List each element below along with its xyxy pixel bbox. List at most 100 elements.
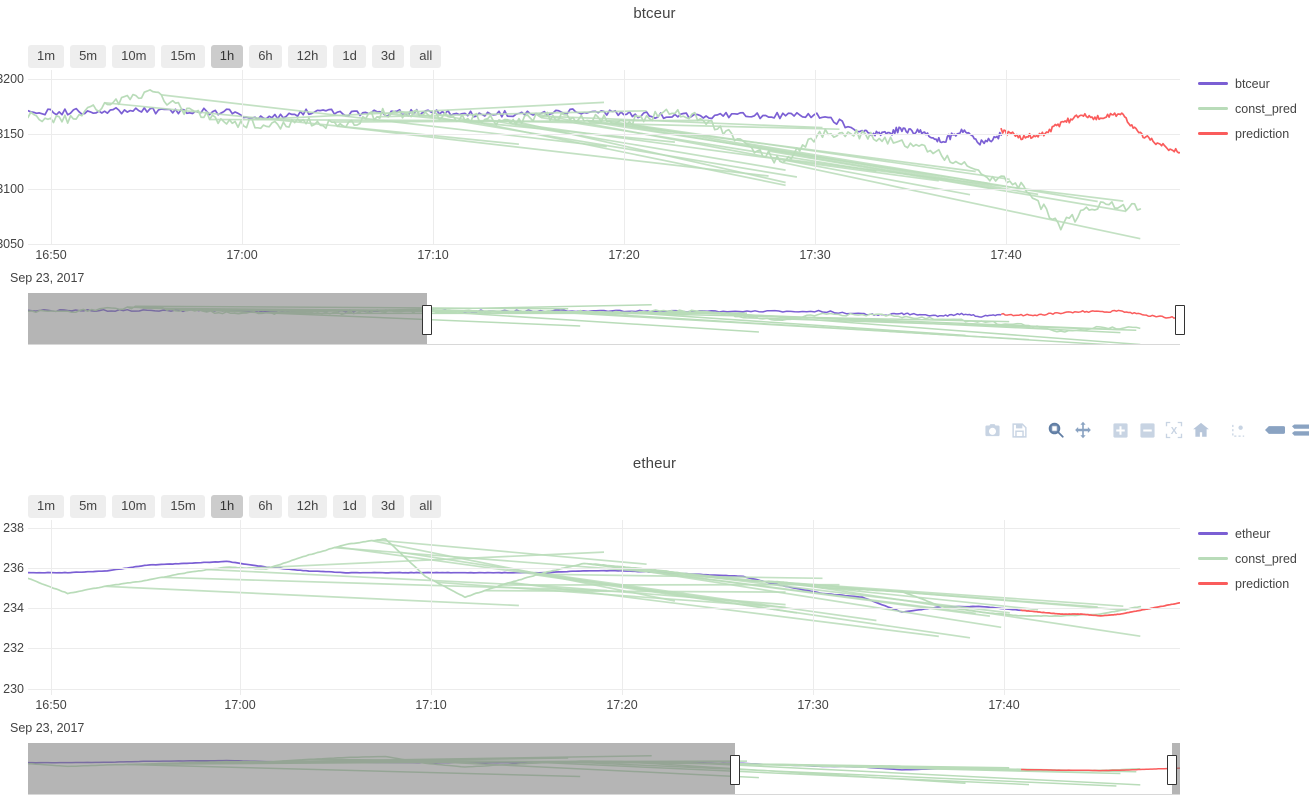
rangeselector-btn-5m[interactable]: 5m xyxy=(70,495,107,518)
xtick: 17:00 xyxy=(226,248,258,262)
rangeselector-btn-3d[interactable]: 3d xyxy=(371,45,405,68)
legend-swatch-line-icon xyxy=(1198,132,1228,135)
rangeselector-btn-15m[interactable]: 15m xyxy=(161,495,205,518)
rangeselector-btn-1m[interactable]: 1m xyxy=(28,45,65,68)
rangeselector-btn-10m[interactable]: 10m xyxy=(112,495,156,518)
legend-label: const_pred xyxy=(1235,101,1297,116)
series-const-pred-segment xyxy=(535,113,971,196)
gridline-horizontal xyxy=(28,244,1180,245)
pan-move-icon[interactable] xyxy=(1071,418,1095,442)
legend-btceur[interactable]: btceur const_pred prediction xyxy=(1198,75,1297,150)
autoscale-icon[interactable]: X xyxy=(1162,418,1186,442)
series-const-pred-segment xyxy=(161,576,607,592)
series-const-pred-segment xyxy=(436,113,786,187)
xtick: 17:30 xyxy=(799,248,831,262)
xtick: 16:50 xyxy=(35,248,67,262)
xaxis-date-label-btceur: Sep 23, 2017 xyxy=(10,271,85,285)
zoom-in-plus-icon[interactable] xyxy=(1108,418,1132,442)
ytick: 230 xyxy=(3,682,24,696)
toggle-spike-lines-icon[interactable] xyxy=(1226,418,1250,442)
hover-closest-icon[interactable] xyxy=(1263,418,1287,442)
ytick: 236 xyxy=(3,561,24,575)
series-const-pred-segment xyxy=(510,122,939,182)
series-const-pred-segment xyxy=(371,539,676,602)
rangeselector-btn-12h[interactable]: 12h xyxy=(287,45,328,68)
series-const-pred-segment xyxy=(501,120,840,131)
series-const-pred-segment xyxy=(538,115,823,129)
legend-label: etheur xyxy=(1235,526,1271,541)
legend-item-btceur[interactable]: btceur xyxy=(1198,75,1297,92)
rangeselector-btn-3d[interactable]: 3d xyxy=(371,495,405,518)
gridline-horizontal xyxy=(28,689,1180,690)
rangeslider-handle-left[interactable] xyxy=(730,755,741,785)
rangeselector-btn-15m[interactable]: 15m xyxy=(161,45,205,68)
series-lines-btceur xyxy=(28,89,1180,240)
legend-swatch-line-icon xyxy=(1198,107,1228,110)
rangeselector-btn-1m[interactable]: 1m xyxy=(28,495,65,518)
ytick: 3150 xyxy=(0,127,24,141)
rangeslider-btceur[interactable] xyxy=(28,293,1180,345)
ytick: 3050 xyxy=(0,237,24,251)
zoom-magnifier-icon[interactable] xyxy=(1044,418,1068,442)
series-prediction xyxy=(1000,112,1180,154)
legend-swatch-line-icon xyxy=(1198,82,1228,85)
xtick: 17:20 xyxy=(606,698,638,712)
rangeselector-btn-10m[interactable]: 10m xyxy=(112,45,156,68)
rangeselector-btn-12h[interactable]: 12h xyxy=(287,495,328,518)
gridline-vertical xyxy=(51,70,52,245)
legend-item-prediction[interactable]: prediction xyxy=(1198,125,1297,142)
rangeslider-handle-left[interactable] xyxy=(421,305,432,335)
rangeselector-btn-1d[interactable]: 1d xyxy=(333,45,366,68)
rangeselector-btn-all[interactable]: all xyxy=(410,45,442,68)
rangeslider-series-const-pred-segment xyxy=(619,311,966,337)
gridline-horizontal xyxy=(28,568,1180,569)
rangeslider-handle-right[interactable] xyxy=(1166,755,1177,785)
rangeslider-handle-right[interactable] xyxy=(1175,305,1185,335)
plot-area-btceur[interactable] xyxy=(28,70,1180,245)
xtick: 17:30 xyxy=(797,698,829,712)
rangeslider-series-prediction xyxy=(1000,309,1180,320)
rangeselector-btn-6h[interactable]: 6h xyxy=(249,495,282,518)
rangeselector-btn-5m[interactable]: 5m xyxy=(70,45,107,68)
legend-item-prediction[interactable]: prediction xyxy=(1198,575,1297,592)
legend-item-const-pred[interactable]: const_pred xyxy=(1198,550,1297,567)
gridline-horizontal xyxy=(28,79,1180,80)
gridline-vertical xyxy=(240,520,241,695)
legend-label: prediction xyxy=(1235,126,1290,141)
legend-item-etheur[interactable]: etheur xyxy=(1198,525,1297,542)
series-const-pred-segment xyxy=(209,118,508,122)
rangeselector-btn-1h[interactable]: 1h xyxy=(210,45,244,68)
series-const-pred-segment xyxy=(541,116,877,172)
save-disk-icon[interactable] xyxy=(1007,418,1031,442)
reset-axes-home-icon[interactable] xyxy=(1189,418,1213,442)
rangeslider-etheur[interactable] xyxy=(28,743,1180,795)
series-const-pred-segment xyxy=(510,581,939,638)
rangeselector-btceur[interactable]: 1m 5m 10m 15m 1h 6h 12h 1d 3d all xyxy=(28,45,442,68)
rangeselector-btn-1d[interactable]: 1d xyxy=(333,495,366,518)
series-const-pred-segment xyxy=(399,551,798,614)
xtick: 16:50 xyxy=(35,698,67,712)
rangeselector-btn-all[interactable]: all xyxy=(410,495,442,518)
modebar[interactable]: X xyxy=(980,418,1309,442)
gridline-horizontal xyxy=(28,189,1180,190)
plot-area-etheur[interactable] xyxy=(28,520,1180,695)
rangeselector-etheur[interactable]: 1m 5m 10m 15m 1h 6h 12h 1d 3d all xyxy=(28,495,442,518)
legend-etheur[interactable]: etheur const_pred prediction xyxy=(1198,525,1297,600)
download-plot-camera-icon[interactable] xyxy=(980,418,1004,442)
gridline-vertical xyxy=(51,520,52,695)
xtick: 17:20 xyxy=(608,248,640,262)
hover-compare-icon[interactable] xyxy=(1290,418,1309,442)
page-title-etheur: etheur xyxy=(632,455,677,472)
gridline-vertical xyxy=(242,70,243,245)
legend-item-const-pred[interactable]: const_pred xyxy=(1198,100,1297,117)
series-prediction xyxy=(1020,601,1180,617)
series-const-pred-segment xyxy=(376,539,647,566)
rangeselector-btn-1h[interactable]: 1h xyxy=(210,495,244,518)
zoom-out-minus-icon[interactable] xyxy=(1135,418,1159,442)
gridline-vertical xyxy=(624,70,625,245)
series-const-pred-segment xyxy=(632,123,1010,181)
rangeslider-series-const-pred-segment xyxy=(667,761,1121,775)
series-const-pred-segment xyxy=(771,156,1124,202)
rangeselector-btn-6h[interactable]: 6h xyxy=(249,45,282,68)
xaxis-date-label-etheur: Sep 23, 2017 xyxy=(10,721,85,735)
